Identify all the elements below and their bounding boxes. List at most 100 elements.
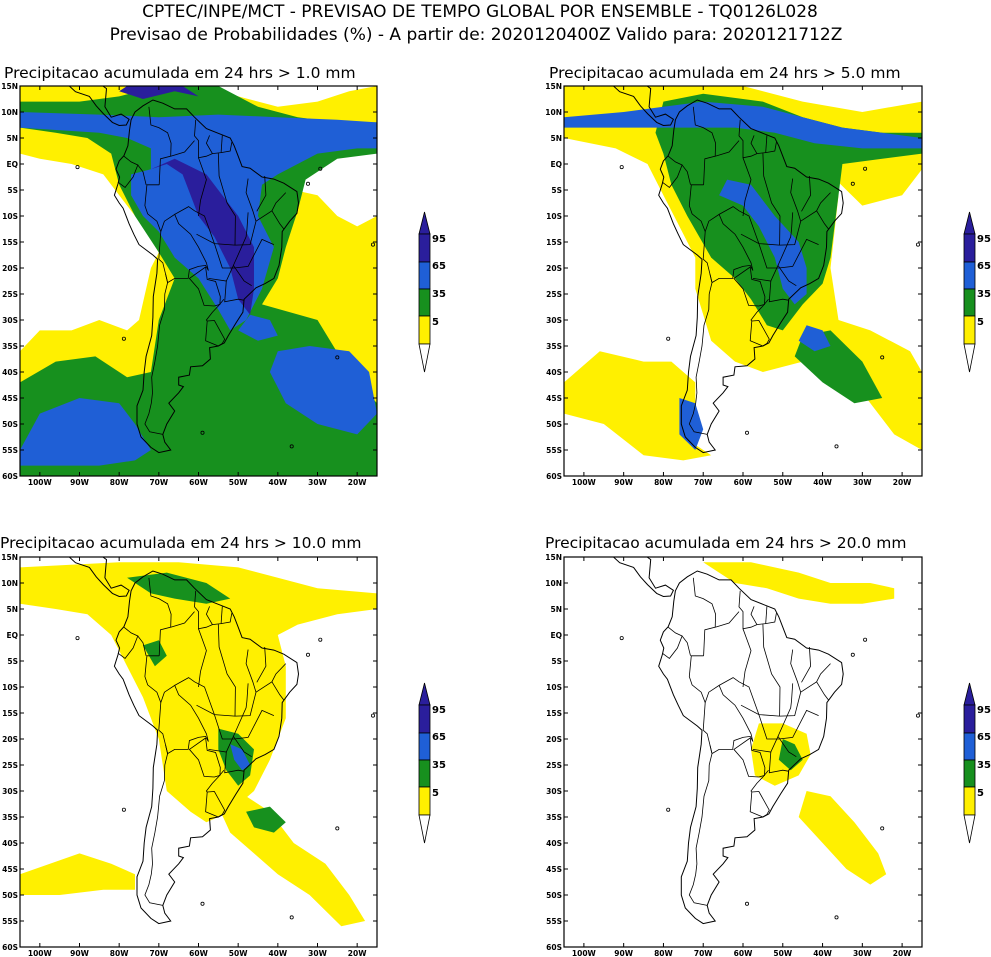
lat-label: 60S [2,472,18,481]
lon-label: 50W [229,949,248,957]
legend-band-c35_65 [418,759,431,788]
lon-label: 90W [614,949,633,957]
lat-label: 10S [546,212,562,221]
lon-label: 30W [853,478,872,487]
south-america-coastline [658,570,844,925]
probability-area-c65_95 [238,314,278,341]
country-border [740,649,802,717]
country-border [214,238,275,269]
island [666,807,671,812]
lat-label: 40S [2,839,18,848]
lat-label: 15S [2,238,18,247]
lat-label: 20S [546,264,562,273]
legend-label: 5 [977,317,984,328]
lon-label: 20W [893,478,912,487]
lon-label: 60W [734,949,753,957]
probability-area-c35_65 [127,572,231,604]
lat-label: 50S [2,891,18,900]
lon-label: 60W [189,478,208,487]
lat-label: 55S [546,446,562,455]
island [318,637,323,642]
country-border [220,135,223,153]
lon-label: 90W [70,949,89,957]
country-border [256,646,267,683]
panel-title: Precipitacao acumulada em 24 hrs > 20.0 … [545,534,906,552]
island [200,430,205,435]
country-border [217,624,236,717]
country-border [205,791,226,818]
probability-area-c65_95 [230,744,251,771]
lat-label: 50S [2,420,18,429]
country-border [217,153,236,246]
lat-label: 15N [1,82,18,91]
country-border [800,663,831,693]
country-border [170,140,195,157]
island [745,901,750,906]
probability-legend: 95 65 35 5 [418,682,446,844]
legend-label: 35 [432,289,446,300]
island [75,165,80,170]
lat-label: 10N [1,579,18,588]
probability-legend: 95 65 35 5 [963,211,991,373]
island [863,637,868,642]
country-border [681,635,691,656]
figure-title-line1: CPTEC/INPE/MCT - PREVISAO DE TEMPO GLOBA… [142,2,818,22]
country-border [688,274,713,435]
lon-label: 30W [308,949,327,957]
map-area [564,557,922,947]
legend-label: 5 [432,788,439,799]
lat-label: 40S [2,368,18,377]
lat-label: 15N [545,553,562,562]
legend-cap-top [418,211,431,235]
island [666,336,671,341]
lat-label: 15S [546,709,562,718]
lat-label: 25S [2,761,18,770]
lat-label: 5S [7,186,18,195]
lat-label: 5S [551,186,562,195]
legend-label: 65 [432,732,446,743]
lon-label: 100W [28,478,53,487]
country-border [750,606,758,625]
island [335,355,340,360]
country-border [224,751,244,774]
lon-label: 20W [348,949,367,957]
island [200,901,205,906]
country-border [765,606,768,624]
legend-band-c65_95 [963,261,976,290]
lon-label: 70W [149,478,168,487]
island [850,181,855,186]
country-border [170,611,195,628]
country-border [750,298,769,322]
legend-label: 5 [977,788,984,799]
island [745,430,750,435]
lat-label: 55S [546,917,562,926]
lon-label: 50W [773,478,792,487]
panel-title: Precipitacao acumulada em 24 hrs > 1.0 m… [4,64,356,82]
country-border [768,280,789,303]
island [289,915,294,920]
probability-area-c65_95 [20,112,377,331]
lon-label: 20W [348,478,367,487]
island [834,915,839,920]
lat-label: 35S [546,342,562,351]
country-border [742,157,752,217]
country-border [224,280,244,303]
country-border [144,655,162,703]
country-border [144,745,169,906]
legend-cap-top [963,211,976,235]
lat-label: 55S [2,446,18,455]
country-border [816,681,829,701]
lat-label: EQ [551,631,563,640]
map-panels: Precipitacao acumulada em 24 hrs > 1.0 m… [0,64,991,957]
legend-cap-bottom [963,814,976,844]
country-border [233,683,249,737]
island [370,242,375,247]
country-border [205,298,225,322]
lat-label: 15N [1,553,18,562]
lat-label: 45S [2,865,18,874]
lon-label: 40W [268,949,287,957]
lon-label: 70W [694,478,713,487]
legend-label: 5 [432,317,439,328]
country-border [688,655,706,703]
lon-label: 70W [149,949,168,957]
